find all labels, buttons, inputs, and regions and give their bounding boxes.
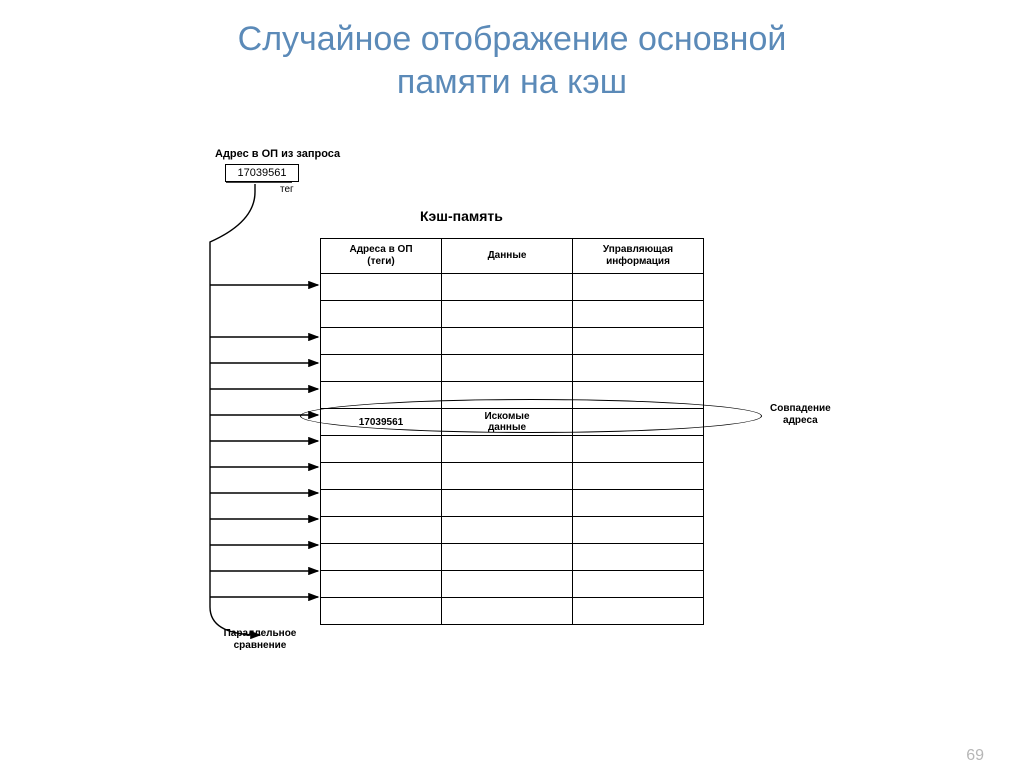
- table-header: Данные: [442, 239, 573, 274]
- table-cell: [321, 571, 442, 598]
- table-cell: [573, 544, 704, 571]
- table-cell: [573, 301, 704, 328]
- table-cell: [573, 274, 704, 301]
- match-label-text: Совпадениеадреса: [770, 403, 831, 426]
- table-cell: [321, 436, 442, 463]
- table-row: [321, 382, 704, 409]
- table-header: Управляющаяинформация: [573, 239, 704, 274]
- table-cell: [442, 571, 573, 598]
- table-row: [321, 301, 704, 328]
- title-line1: Случайное отображение основной: [238, 20, 787, 58]
- match-address-label: Совпадениеадреса: [770, 403, 831, 427]
- table-cell: [573, 598, 704, 625]
- table-cell: [573, 382, 704, 409]
- cache-memory-table: Адреса в ОП(теги)ДанныеУправляющаяинформ…: [320, 238, 704, 625]
- table-cell: [442, 598, 573, 625]
- table-cell: [442, 382, 573, 409]
- tag-label: тег: [280, 184, 294, 195]
- table-cell: [321, 544, 442, 571]
- table-cell: [321, 517, 442, 544]
- table-cell: [321, 274, 442, 301]
- table-cell: [442, 301, 573, 328]
- table-cell: [321, 598, 442, 625]
- table-row: [321, 355, 704, 382]
- table-cell: [321, 301, 442, 328]
- table-cell: [442, 463, 573, 490]
- table-cell: [321, 355, 442, 382]
- slide-title: Случайное отображение основной памяти на…: [0, 18, 1024, 103]
- table-cell: [573, 490, 704, 517]
- table-header: Адреса в ОП(теги): [321, 239, 442, 274]
- table-row: [321, 328, 704, 355]
- address-value-box: 17039561: [225, 164, 299, 182]
- table-cell: [442, 355, 573, 382]
- table-cell: [573, 355, 704, 382]
- table-cell: [573, 436, 704, 463]
- table-cell: [573, 517, 704, 544]
- table-cell: [442, 490, 573, 517]
- table-cell: [321, 328, 442, 355]
- table-row: [321, 517, 704, 544]
- table-row: [321, 544, 704, 571]
- table-cell: [573, 571, 704, 598]
- table-cell: [442, 544, 573, 571]
- table-cell: [321, 382, 442, 409]
- table-row: [321, 463, 704, 490]
- title-line2: памяти на кэш: [397, 63, 627, 101]
- page-number: 69: [966, 747, 984, 765]
- table-cell: [442, 274, 573, 301]
- table-cell: [321, 463, 442, 490]
- table-cell: [321, 490, 442, 517]
- table-row: [321, 490, 704, 517]
- table-cell: 17039561: [321, 409, 442, 436]
- table-cell: [442, 436, 573, 463]
- request-address-label: Адрес в ОП из запроса: [215, 148, 340, 160]
- table-cell: [573, 463, 704, 490]
- cache-title: Кэш-память: [420, 208, 503, 224]
- table-cell: [573, 409, 704, 436]
- bottom-label-text: Параллельноесравнение: [224, 628, 297, 651]
- diagram-container: Адрес в ОП из запроса 17039561 тег Кэш-п…: [0, 148, 1024, 708]
- table-row: [321, 598, 704, 625]
- table-cell: Искомыеданные: [442, 409, 573, 436]
- table-cell: [442, 517, 573, 544]
- table-cell: [573, 328, 704, 355]
- table-row: [321, 571, 704, 598]
- parallel-compare-label: Параллельноесравнение: [210, 628, 310, 652]
- table-row: 17039561Искомыеданные: [321, 409, 704, 436]
- table-cell: [442, 328, 573, 355]
- table-row: [321, 436, 704, 463]
- table-row: [321, 274, 704, 301]
